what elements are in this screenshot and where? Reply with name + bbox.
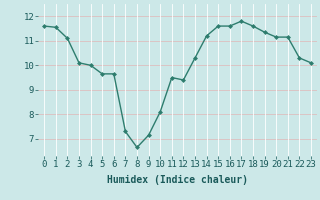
X-axis label: Humidex (Indice chaleur): Humidex (Indice chaleur) (107, 175, 248, 185)
